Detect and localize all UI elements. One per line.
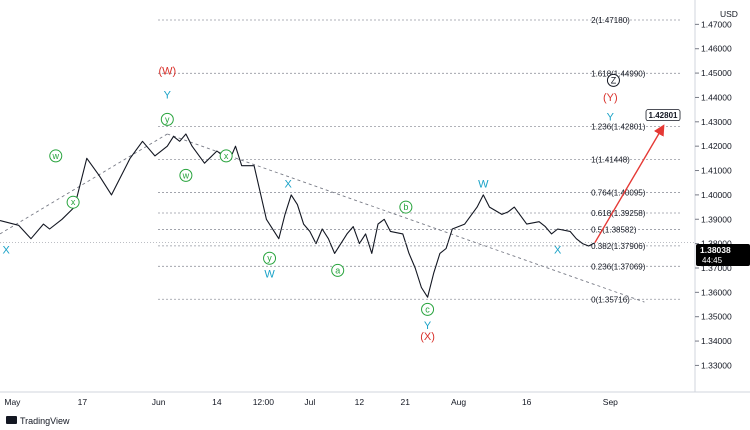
y-tick-label: 1.36000: [701, 287, 732, 297]
wave-circle-label: x: [224, 151, 229, 161]
target-price-label: 1.42801: [649, 111, 678, 120]
y-tick-label: 1.37000: [701, 263, 732, 273]
x-tick-label: 17: [78, 397, 88, 407]
y-tick-label: 1.40000: [701, 190, 732, 200]
fib-level-label: 2(1.47180): [591, 16, 630, 25]
wave-circle-label: w: [182, 170, 190, 180]
x-tick-label: 14: [212, 397, 222, 407]
y-tick-label: 1.41000: [701, 166, 732, 176]
countdown-value: 44:45: [702, 256, 723, 265]
fib-level-label: 0.5(1.38582): [591, 225, 637, 234]
y-tick-label: 1.35000: [701, 312, 732, 322]
wave-circle-label: a: [335, 265, 340, 275]
last-price-badge: [696, 244, 750, 266]
y-tick-label: 1.47000: [701, 19, 732, 29]
wave-label: W: [264, 269, 275, 281]
wave-circle: [421, 302, 435, 316]
x-tick-label: May: [4, 397, 21, 407]
tradingview-logo: TradingView: [6, 416, 70, 426]
wave-label: X: [284, 179, 292, 191]
wave-circle-label: y: [165, 114, 170, 124]
y-tick-label: 1.44000: [701, 92, 732, 102]
y-tick-label: 1.38000: [701, 239, 732, 249]
wave-circle-label: x: [71, 197, 76, 207]
wave-circle-label: w: [52, 151, 60, 161]
wave-label: Y: [607, 112, 615, 124]
fib-level-label: 1.236(1.42801): [591, 123, 646, 132]
wave-label: (Y): [603, 92, 618, 104]
x-tick-label: 12:00: [253, 397, 275, 407]
wave-label: X: [554, 244, 562, 256]
wave-circle: [331, 263, 345, 277]
wave-label: (X): [420, 331, 435, 343]
x-tick-label: Sep: [603, 397, 618, 407]
fib-level-label: 1.618(1.44990): [591, 69, 646, 78]
fib-level-label: 1(1.41448): [591, 156, 630, 165]
wave-label: Y: [424, 320, 432, 332]
wave-label: X: [3, 244, 11, 256]
fib-level-label: 0.618(1.39258): [591, 209, 646, 218]
y-tick-label: 1.33000: [701, 360, 732, 370]
wave-circle: [399, 200, 413, 214]
wave-circle-label: Z: [611, 75, 617, 85]
wave-circle: [263, 251, 277, 265]
y-tick-label: 1.39000: [701, 214, 732, 224]
last-price-value: 1.38038: [700, 245, 731, 255]
currency-label: USD: [720, 9, 738, 19]
projection-arrow: [594, 124, 665, 244]
wave-circle: [179, 168, 193, 182]
wave-circle: [160, 112, 174, 126]
y-tick-label: 1.46000: [701, 44, 732, 54]
trendline-segment: [167, 133, 645, 303]
x-tick-label: 12: [355, 397, 365, 407]
fib-level-label: 0.764(1.40095): [591, 189, 646, 198]
x-tick-label: Jul: [304, 397, 315, 407]
fib-level-label: 0.382(1.37906): [591, 242, 646, 251]
wave-circle-label: b: [403, 202, 408, 212]
brand-label: TradingView: [20, 416, 70, 426]
fib-level-label: 0.236(1.37069): [591, 262, 646, 271]
y-tick-label: 1.43000: [701, 117, 732, 127]
wave-circle: [606, 73, 620, 87]
price-series-line: [0, 133, 596, 298]
y-tick-label: 1.42000: [701, 141, 732, 151]
y-tick-label: 1.34000: [701, 336, 732, 346]
fib-level-label: 0(1.35716): [591, 295, 630, 304]
wave-circle-label: y: [267, 253, 272, 263]
x-tick-label: Jun: [152, 397, 166, 407]
trendline-segment: [0, 133, 168, 235]
y-tick-label: 1.45000: [701, 68, 732, 78]
wave-label: Y: [164, 90, 172, 102]
x-tick-label: Aug: [451, 397, 466, 407]
target-price-box: [645, 109, 681, 122]
wave-circle: [49, 149, 63, 163]
wave-circle: [219, 149, 233, 163]
wave-circle: [66, 195, 80, 209]
wave-label: W: [478, 179, 489, 191]
wave-label: (W): [158, 65, 176, 77]
x-tick-label: 21: [401, 397, 411, 407]
x-tick-label: 16: [522, 397, 532, 407]
wave-circle-label: c: [425, 304, 430, 314]
